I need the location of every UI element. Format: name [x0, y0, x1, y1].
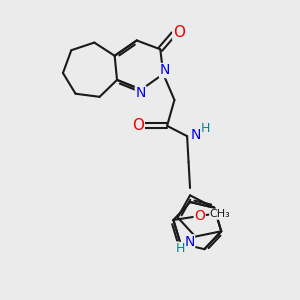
- Text: H: H: [175, 242, 185, 255]
- Text: N: N: [135, 86, 146, 100]
- Text: N: N: [184, 235, 195, 249]
- Text: N: N: [190, 128, 200, 142]
- Text: O: O: [132, 118, 144, 133]
- Text: N: N: [160, 64, 170, 77]
- Text: CH₃: CH₃: [210, 209, 230, 219]
- Text: O: O: [194, 209, 205, 223]
- Text: O: O: [173, 25, 185, 40]
- Text: H: H: [201, 122, 210, 135]
